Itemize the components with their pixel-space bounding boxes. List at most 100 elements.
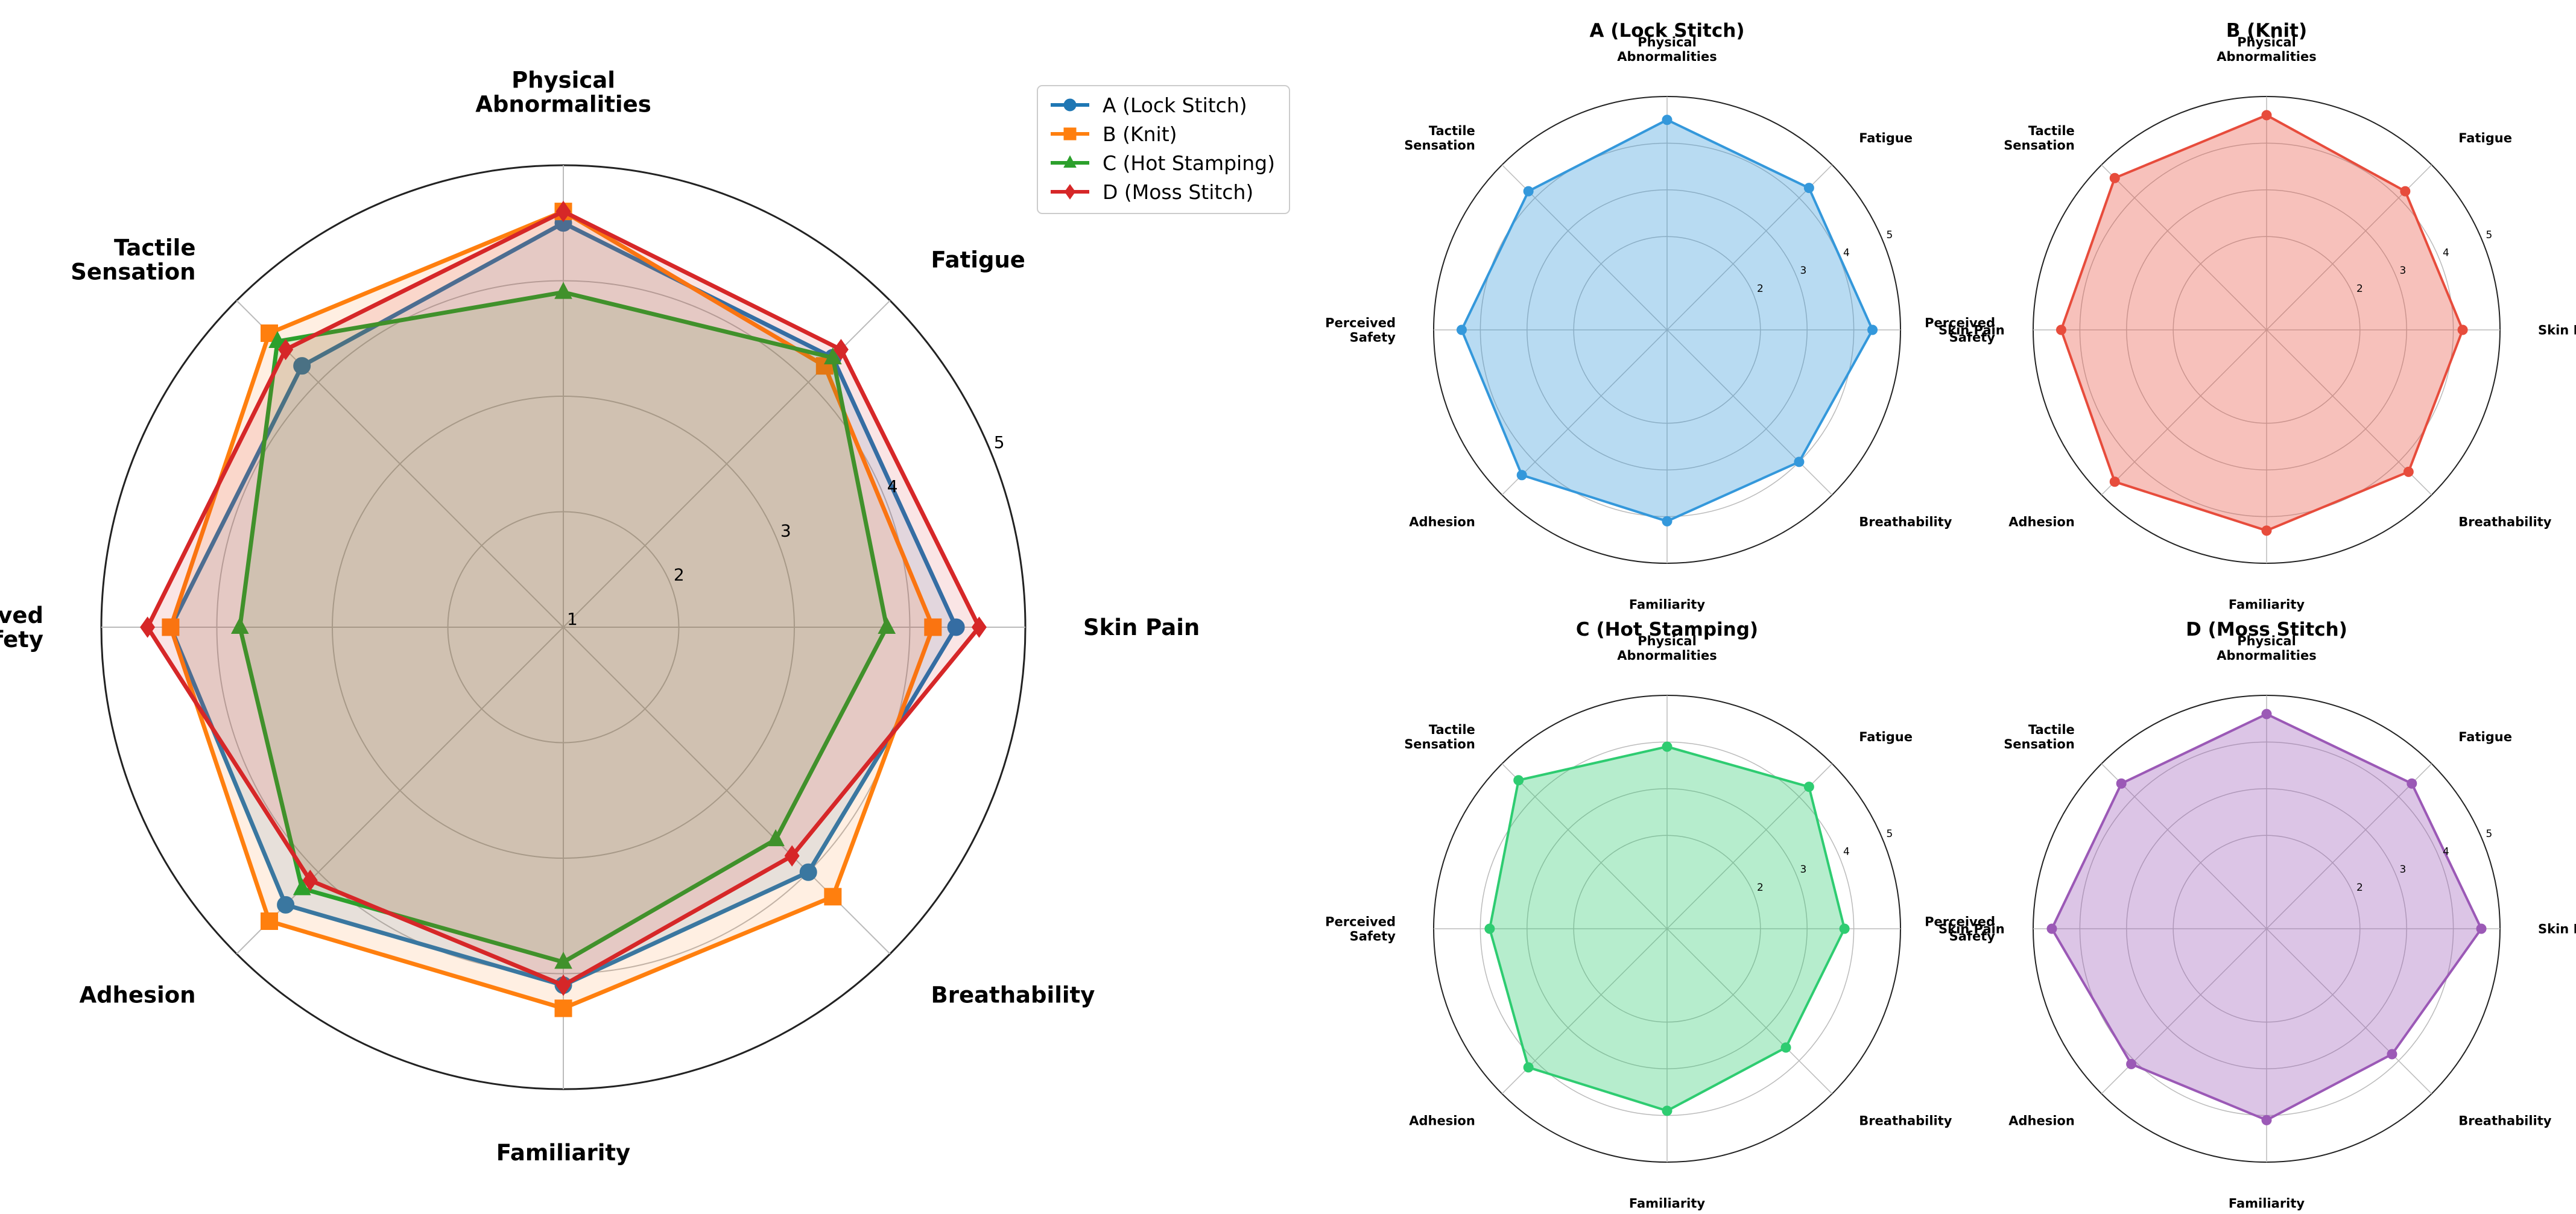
data-point [2400, 186, 2411, 197]
series-a-lock-stitch [1456, 115, 1878, 526]
data-point [554, 952, 572, 969]
radial-tick-label: 3 [1800, 864, 1807, 876]
chart-title: A (Lock Stitch) [1590, 20, 1745, 42]
axis-label-line: Safety [1949, 929, 1996, 943]
series-b-knit [162, 203, 942, 1017]
axis-label-tactile-sensation: Tactile Sensation [1404, 124, 1475, 153]
data-point [1803, 782, 1814, 792]
data-point [799, 863, 817, 881]
legend-swatch-marker [1063, 98, 1077, 112]
axis-label-line: Sensation [1404, 737, 1475, 751]
axis-label-line: Abnormalities [475, 91, 651, 117]
radial-tick-label: 5 [1887, 229, 1893, 241]
data-point [293, 878, 311, 896]
axis-label-tactile-sensation: Tactile Sensation [2004, 124, 2075, 153]
axis-label-skin-pain: Skin Pain [1938, 922, 2005, 936]
axis-label-physical-abnormalities: Physical Abnormalities [2217, 634, 2316, 663]
data-point [784, 845, 800, 867]
axis-label-line: Skin Pain [1083, 615, 1200, 640]
legend-entry: D (Moss Stitch) [1103, 180, 1253, 204]
small-radar-a-lock-stitch: 2 3 4 5 Skin Pain Fatigue Physical Abnormalitie… [1325, 20, 2005, 612]
axis-label-familiarity: Familiarity [2229, 598, 2305, 612]
legend-entry: C (Hot Stamping) [1103, 151, 1275, 175]
axis-label-line: Fatigue [2458, 730, 2512, 744]
data-point [1516, 470, 1527, 481]
data-point [1523, 186, 1534, 197]
data-point [1523, 1062, 1534, 1073]
axis-label-adhesion: Adhesion [2008, 1114, 2075, 1128]
data-point [1839, 923, 1850, 934]
axis-label-line: Safety [1350, 330, 1396, 344]
radar-spoke [2101, 763, 2267, 929]
axis-label-line: Familiarity [2229, 1197, 2305, 1211]
small-radar-b-knit: 2 3 4 5 Skin Pain Fatigue PhysicalAbnormalitie… [1925, 20, 2576, 612]
data-point [2046, 923, 2057, 934]
data-point [971, 616, 987, 638]
axis-label-line: Perceived [1925, 315, 1995, 330]
data-point [162, 618, 180, 636]
axis-label-fatigue: Fatigue [931, 247, 1025, 273]
data-point [555, 200, 571, 223]
radial-tick-label: 4 [887, 476, 898, 496]
radar-spoke [2101, 329, 2267, 496]
radial-tick-label: 3 [2400, 265, 2407, 277]
data-point [2476, 923, 2487, 934]
data-point [2109, 476, 2120, 487]
axis-label-physical-abnormalities: Physical Abnormalities [1617, 35, 1717, 64]
series-area [1461, 119, 1873, 522]
series-b-knit [2055, 110, 2468, 536]
data-point [947, 618, 965, 636]
axis-label-breathability: Breathability [1859, 515, 1952, 530]
chart-title: C (Hot Stamping) [1576, 619, 1758, 640]
axis-label-line: Physical [1638, 634, 1697, 648]
axis-label-skin-pain: Skin Pain [1938, 323, 2005, 337]
axis-label-physical-abnormalities: Physical Abnormalities [1617, 634, 1717, 663]
radar-spoke [2266, 928, 2432, 1095]
axis-label-line: Safety [0, 627, 43, 653]
radar-grid [2033, 96, 2501, 564]
radar-spoke [1501, 763, 1668, 929]
data-point [268, 330, 286, 349]
data-point [261, 912, 279, 930]
axis-label-line: Tactile [2028, 722, 2075, 737]
legend-entry: A (Lock Stitch) [1103, 93, 1247, 117]
radar-spoke [236, 300, 564, 628]
radar-spoke [2266, 329, 2432, 496]
axis-label-line: Fatigue [1859, 730, 1913, 744]
axis-label-line: Physical [511, 67, 615, 93]
chart-title: D (Moss Stitch) [2186, 619, 2347, 640]
radial-tick-label: 2 [1757, 283, 1764, 295]
axis-label-line: Abnormalities [2217, 648, 2316, 663]
axis-label-line: Physical [1638, 35, 1697, 49]
radar-spoke [1666, 928, 1833, 1095]
series-d-moss-stitch [2046, 709, 2487, 1125]
series-area [170, 211, 933, 1008]
small-radar-c-hot-stamping: 2 3 4 5 Skin Pain Fatigue Physical Abnormalitie… [1325, 619, 2005, 1211]
data-point [278, 338, 294, 361]
data-point [2261, 1114, 2272, 1125]
axis-label-breathability: Breathability [931, 982, 1095, 1008]
axis-label-line: Perceived [1325, 914, 1396, 929]
axis-label-tactile-sensation: Tactile Sensation [1404, 722, 1475, 751]
axis-label-line: Perceived [1925, 914, 1995, 929]
axis-label-line: Breathability [2458, 515, 2552, 530]
series-area [1489, 747, 1845, 1111]
series-area [2061, 115, 2463, 531]
radar-spoke [2266, 763, 2432, 929]
axis-label-familiarity: Familiarity [1629, 598, 1706, 612]
axis-label-fatigue: Fatigue [1859, 131, 1913, 145]
data-point [554, 282, 572, 299]
radial-tick-label: 5 [1887, 828, 1893, 840]
axis-label-line: Breathability [1859, 1114, 1952, 1128]
radial-tick-label: 2 [1757, 882, 1764, 894]
series-area [239, 292, 887, 963]
axis-label-line: Abnormalities [1617, 49, 1717, 64]
axis-label-fatigue: Fatigue [1859, 730, 1913, 744]
data-point [1662, 115, 1673, 125]
data-point [302, 870, 318, 891]
axis-label-line: Familiarity [1629, 1197, 1706, 1211]
radial-tick-label: 3 [2400, 864, 2407, 876]
axis-label-line: Skin Pain [1938, 323, 2005, 337]
